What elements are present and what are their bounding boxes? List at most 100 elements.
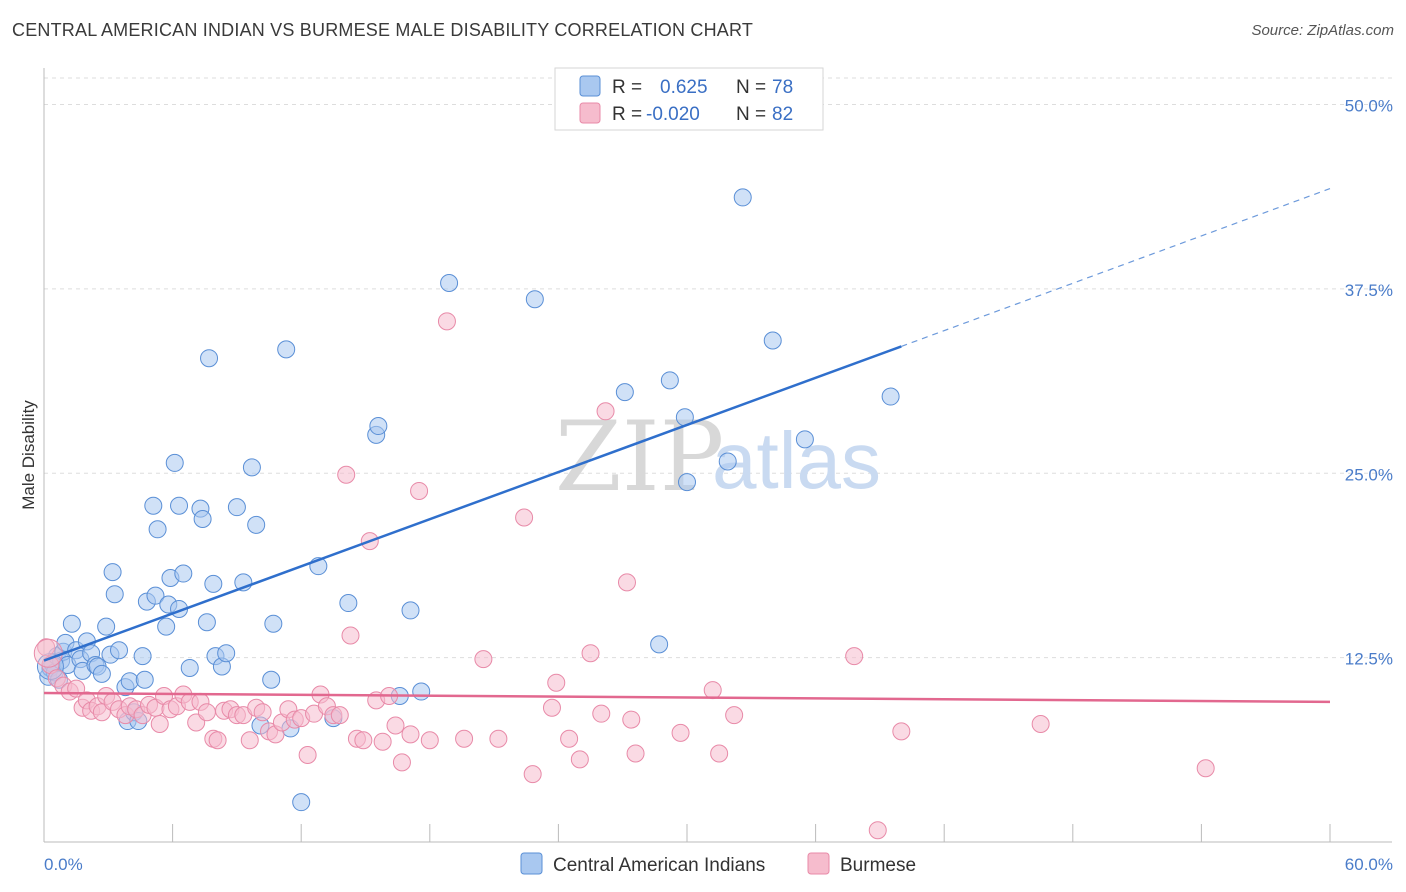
y-tick-label: 37.5% <box>1345 281 1393 300</box>
burmese-point <box>596 402 615 421</box>
central-american-indian-point <box>217 644 236 663</box>
central-american-indian-point <box>277 340 296 359</box>
central-american-indian-point <box>615 383 634 402</box>
burmese-point <box>298 745 317 764</box>
trend-line-burmese <box>43 691 1331 704</box>
burmese-point <box>515 508 534 527</box>
x-tick-labels: 0.0% 60.0% <box>44 855 1393 874</box>
legend-n-value-blue: 78 <box>772 77 793 98</box>
x-tick-label-max: 60.0% <box>1345 855 1393 874</box>
central-american-indian-point <box>170 496 189 515</box>
central-american-indian-point <box>339 594 358 613</box>
burmese-point <box>703 681 722 700</box>
central-american-indian-point <box>165 453 184 472</box>
burmese-point <box>523 765 542 784</box>
burmese-point <box>710 744 729 763</box>
central-american-indian-point <box>718 452 737 471</box>
burmese-point <box>489 729 508 748</box>
y-tick-labels: 12.5% 25.0% 37.5% 50.0% <box>1345 97 1393 669</box>
x-tick-label-min: 0.0% <box>44 855 83 874</box>
central-american-indian-point <box>120 672 139 691</box>
legend-n-value-pink: 82 <box>772 104 793 125</box>
burmese-point <box>410 481 429 500</box>
burmese-point <box>150 715 169 733</box>
legend-n-label-pink: N = <box>736 104 766 125</box>
watermark-atlas: atlas <box>712 416 881 505</box>
y-tick-label: 12.5% <box>1345 650 1393 669</box>
burmese-point <box>420 731 439 750</box>
watermark: ZIP atlas <box>555 401 881 513</box>
central-american-indian-point <box>650 635 669 654</box>
central-american-indian-point <box>242 458 261 477</box>
central-american-indian-point <box>97 617 116 636</box>
central-american-indian-point <box>197 613 216 632</box>
burmese-point <box>455 729 474 748</box>
source-label: Source: ZipAtlas.com <box>1251 22 1394 39</box>
burmese-point <box>592 704 611 723</box>
central-american-indian-point <box>103 563 122 582</box>
burmese-point <box>437 312 456 331</box>
watermark-zip: ZIP <box>555 401 724 513</box>
central-american-indian-point <box>660 371 679 390</box>
central-american-indian-point <box>440 273 459 292</box>
burmese-point <box>845 647 864 666</box>
trend-line-extension-central-american-indians <box>901 188 1331 347</box>
axes <box>43 68 1392 843</box>
correlation-legend: R = 0.625 N = 78 R = -0.020 N = 82 <box>554 67 824 131</box>
central-american-indian-point <box>180 658 199 677</box>
central-american-indian-point <box>157 617 176 636</box>
central-american-indian-point <box>678 473 696 492</box>
central-american-indian-point <box>247 515 266 534</box>
series-legend-swatch-pink <box>807 852 830 875</box>
burmese-point <box>240 731 259 750</box>
central-american-indian-point <box>174 564 193 583</box>
burmese-point <box>626 744 645 763</box>
burmese-point <box>354 731 373 750</box>
central-american-indian-point <box>292 793 311 812</box>
legend-swatch-pink <box>579 102 601 124</box>
y-tick-label: 25.0% <box>1345 465 1393 484</box>
burmese-point <box>337 465 356 484</box>
central-american-indian-point <box>200 349 219 368</box>
burmese-point <box>581 644 600 663</box>
legend-swatch-blue <box>579 75 601 97</box>
central-american-indian-point <box>135 670 154 689</box>
central-american-indian-point <box>110 641 129 660</box>
burmese-point <box>868 821 887 840</box>
central-american-indian-point <box>733 188 752 207</box>
trend-lines <box>43 188 1331 704</box>
central-american-indian-point <box>264 614 283 633</box>
burmese-point <box>547 673 566 692</box>
burmese-point <box>671 723 690 742</box>
central-american-indian-point <box>262 670 281 689</box>
central-american-indian-point <box>193 509 212 528</box>
legend-r-value-blue: 0.625 <box>660 77 708 98</box>
series-legend-swatch-blue <box>520 852 543 875</box>
burmese-point <box>341 626 360 645</box>
y-tick-label: 50.0% <box>1345 97 1393 116</box>
burmese-point <box>33 638 63 668</box>
series-burmese-points <box>33 312 1215 840</box>
burmese-point <box>560 729 579 748</box>
legend-r-value-pink: -0.020 <box>646 104 700 125</box>
central-american-indian-point <box>525 290 544 309</box>
central-american-indian-point <box>92 664 111 683</box>
burmese-point <box>1031 715 1050 733</box>
burmese-point <box>373 732 392 751</box>
burmese-point <box>617 573 636 592</box>
burmese-point <box>474 650 493 669</box>
central-american-indian-point <box>412 682 431 701</box>
central-american-indian-point <box>401 601 420 620</box>
central-american-indian-point <box>146 586 165 605</box>
central-american-indian-point <box>148 520 167 539</box>
central-american-indian-point <box>204 574 223 593</box>
central-american-indian-point <box>62 614 81 633</box>
burmese-point <box>197 703 216 722</box>
burmese-point <box>542 698 561 717</box>
burmese-point <box>1196 759 1215 778</box>
burmese-point <box>401 725 420 744</box>
central-american-indian-point <box>133 647 152 666</box>
burmese-point <box>37 638 56 657</box>
legend-r-label-pink: R = <box>612 104 642 125</box>
